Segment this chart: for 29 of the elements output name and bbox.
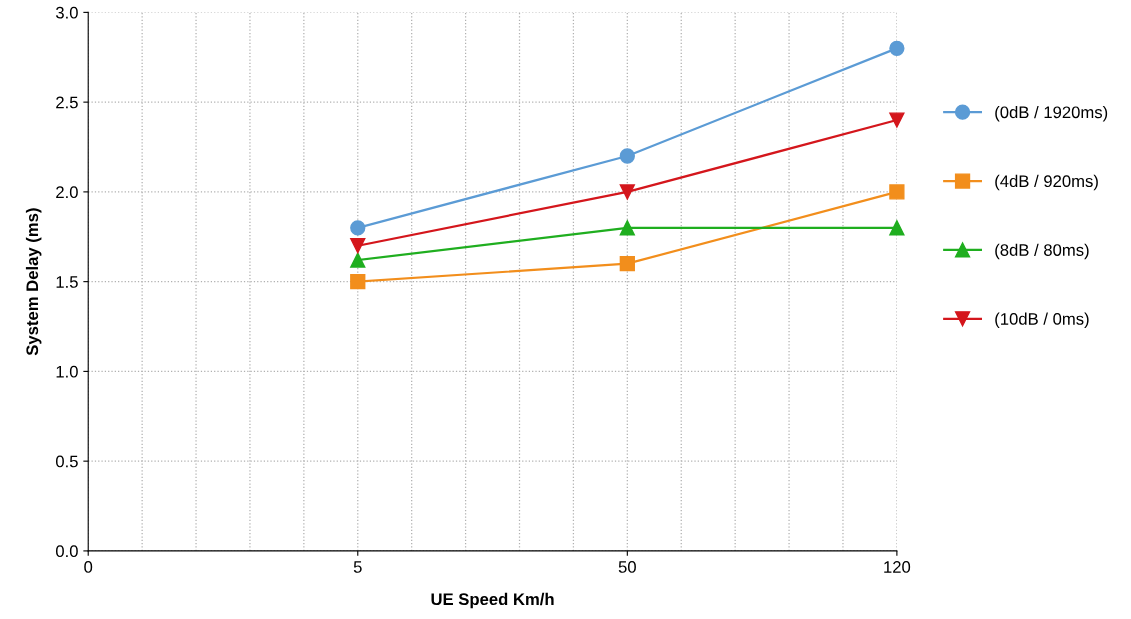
point	[619, 256, 635, 272]
point	[619, 148, 635, 164]
y-tick-label: 3.0	[55, 6, 78, 19]
point	[350, 238, 366, 254]
point	[889, 184, 905, 200]
legend-label: (4dB / 920ms)	[995, 174, 1098, 191]
y-tick-label: 0.5	[55, 455, 78, 468]
legend-label: (10dB / 0ms)	[995, 312, 1089, 329]
x-tick-label: 0	[84, 561, 93, 573]
point	[619, 184, 635, 200]
x-tick-label: 5	[353, 561, 362, 573]
y-tick-label: 1.5	[56, 276, 78, 288]
legend-label: (8dB / 80ms)	[995, 243, 1089, 260]
point	[889, 112, 905, 128]
y-tick-label: 0.0	[55, 545, 78, 558]
point	[889, 40, 905, 56]
y-tick-label: 2.0	[56, 186, 78, 199]
y-axis-title: System Delay (ms)	[25, 208, 42, 356]
point	[350, 252, 366, 268]
x-tick-label: 50	[618, 561, 636, 573]
point	[350, 220, 366, 236]
legend-label: (0dB / 1920ms)	[995, 105, 1108, 122]
point	[619, 220, 635, 236]
y-tick-label: 2.5	[56, 96, 78, 109]
point	[889, 220, 905, 236]
y-tick-label: 1.0	[56, 365, 78, 378]
x-axis-title: UE Speed Km/h	[431, 592, 554, 609]
x-tick-label: 120	[884, 561, 911, 573]
point	[350, 274, 366, 290]
